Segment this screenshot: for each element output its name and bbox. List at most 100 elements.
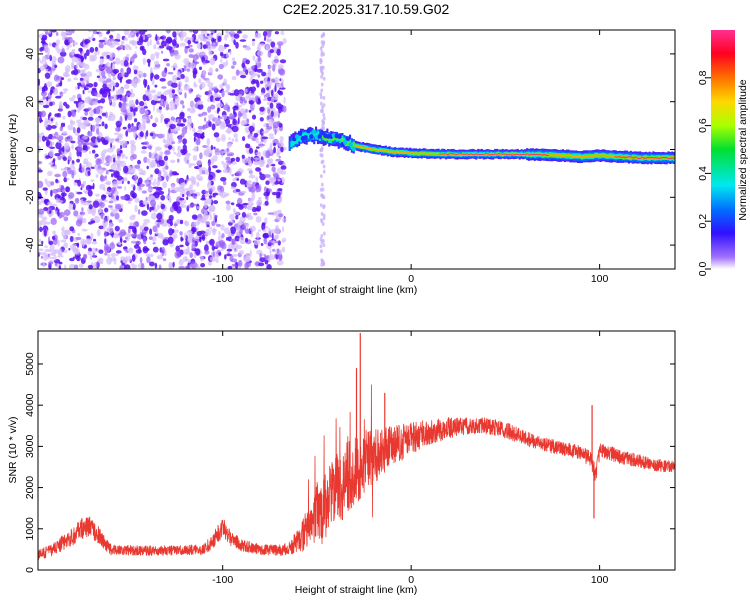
noise-speck <box>249 225 256 232</box>
noise-speck <box>212 155 218 162</box>
noise-speck <box>107 254 111 258</box>
ridge-cell <box>627 156 630 159</box>
noise-speck <box>238 250 244 255</box>
noise-speck <box>204 168 209 175</box>
noise-speck <box>227 116 233 120</box>
noise-speck <box>244 99 247 104</box>
noise-speck <box>273 58 280 63</box>
noise-speck <box>169 100 176 108</box>
noise-speck <box>159 45 165 49</box>
noise-speck <box>197 125 204 130</box>
noise-speck <box>40 91 48 97</box>
noise-speck <box>235 171 242 177</box>
noise-speck <box>205 221 210 226</box>
noise-speck <box>249 93 256 96</box>
ridge-cell <box>518 153 521 155</box>
noise-speck <box>221 90 225 98</box>
noise-speck <box>248 197 255 202</box>
noise-speck <box>40 255 44 259</box>
noise-speck <box>115 250 122 254</box>
noise-speck <box>41 216 48 221</box>
noise-speck <box>275 158 282 162</box>
noise-speck <box>223 162 227 169</box>
noise-speck <box>260 80 264 85</box>
noise-speck <box>265 150 271 158</box>
noise-speck <box>129 32 135 37</box>
noise-speck <box>130 88 134 94</box>
noise-speck <box>251 41 256 47</box>
noise-speck <box>154 60 160 65</box>
noise-speck <box>82 240 85 248</box>
noise-speck <box>246 215 254 221</box>
noise-speck <box>59 126 63 132</box>
noise-speck <box>235 231 240 237</box>
noise-speck <box>165 194 170 199</box>
noise-speck <box>120 59 125 67</box>
snr-x-tick-label: 0 <box>408 574 414 586</box>
noise-speck <box>271 89 274 97</box>
noise-speck <box>268 177 275 183</box>
noise-speck <box>143 236 147 245</box>
noise-speck <box>115 166 122 172</box>
noise-speck <box>223 104 231 111</box>
noise-speck <box>63 249 68 253</box>
noise-speck <box>169 206 175 213</box>
noise-speck <box>142 200 148 206</box>
noise-speck <box>215 241 223 248</box>
noise-speck <box>255 176 258 183</box>
noise-speck <box>42 96 47 100</box>
noise-speck <box>189 37 194 42</box>
noise-speck <box>82 135 88 140</box>
ridge-cell <box>663 157 666 158</box>
noise-speck <box>227 235 232 242</box>
noise-speck <box>72 203 76 210</box>
noise-speck <box>279 136 284 143</box>
ridge-cell <box>582 155 585 158</box>
noise-speck <box>271 166 276 172</box>
noise-speck <box>96 127 100 135</box>
noise-speck <box>220 248 224 252</box>
noise-speck <box>221 154 224 158</box>
ridge-cell <box>627 156 630 158</box>
ridge-cell <box>396 151 399 154</box>
noise-speck <box>73 68 79 76</box>
noise-speck <box>122 126 127 130</box>
noise-speck <box>204 193 209 197</box>
noise-speck <box>203 210 208 218</box>
noise-speck <box>230 202 235 206</box>
noise-speck <box>238 204 244 210</box>
noise-speck <box>237 105 243 108</box>
ridge-cell <box>428 153 431 155</box>
noise-speck <box>276 147 280 155</box>
noise-speck <box>242 34 248 39</box>
noise-speck <box>76 144 83 152</box>
snr-x-tick-label: -100 <box>212 574 233 586</box>
noise-speck <box>202 60 206 65</box>
noise-speck <box>62 145 65 153</box>
noise-speck <box>277 178 281 182</box>
noise-speck <box>73 210 79 217</box>
noise-speck <box>208 174 214 181</box>
ridge-cell <box>533 154 536 156</box>
ridge-cell <box>529 154 532 155</box>
noise-speck <box>256 249 263 255</box>
noise-speck <box>146 33 152 39</box>
ridge-cell <box>654 157 657 159</box>
noise-speck <box>64 142 70 150</box>
ridge-cell <box>454 152 457 155</box>
noise-speck <box>154 117 159 123</box>
ridge-cell <box>462 154 465 156</box>
ridge-cell <box>584 156 587 158</box>
noise-speck <box>138 246 141 253</box>
noise-speck <box>188 162 192 169</box>
noise-speck <box>98 31 103 38</box>
noise-speck <box>322 243 326 248</box>
noise-speck <box>82 202 89 206</box>
noise-speck <box>199 152 203 160</box>
noise-speck <box>126 53 130 58</box>
noise-speck <box>123 44 131 51</box>
ridge-cell <box>665 157 668 160</box>
noise-speck <box>271 78 276 83</box>
ridge-cell <box>624 157 627 158</box>
